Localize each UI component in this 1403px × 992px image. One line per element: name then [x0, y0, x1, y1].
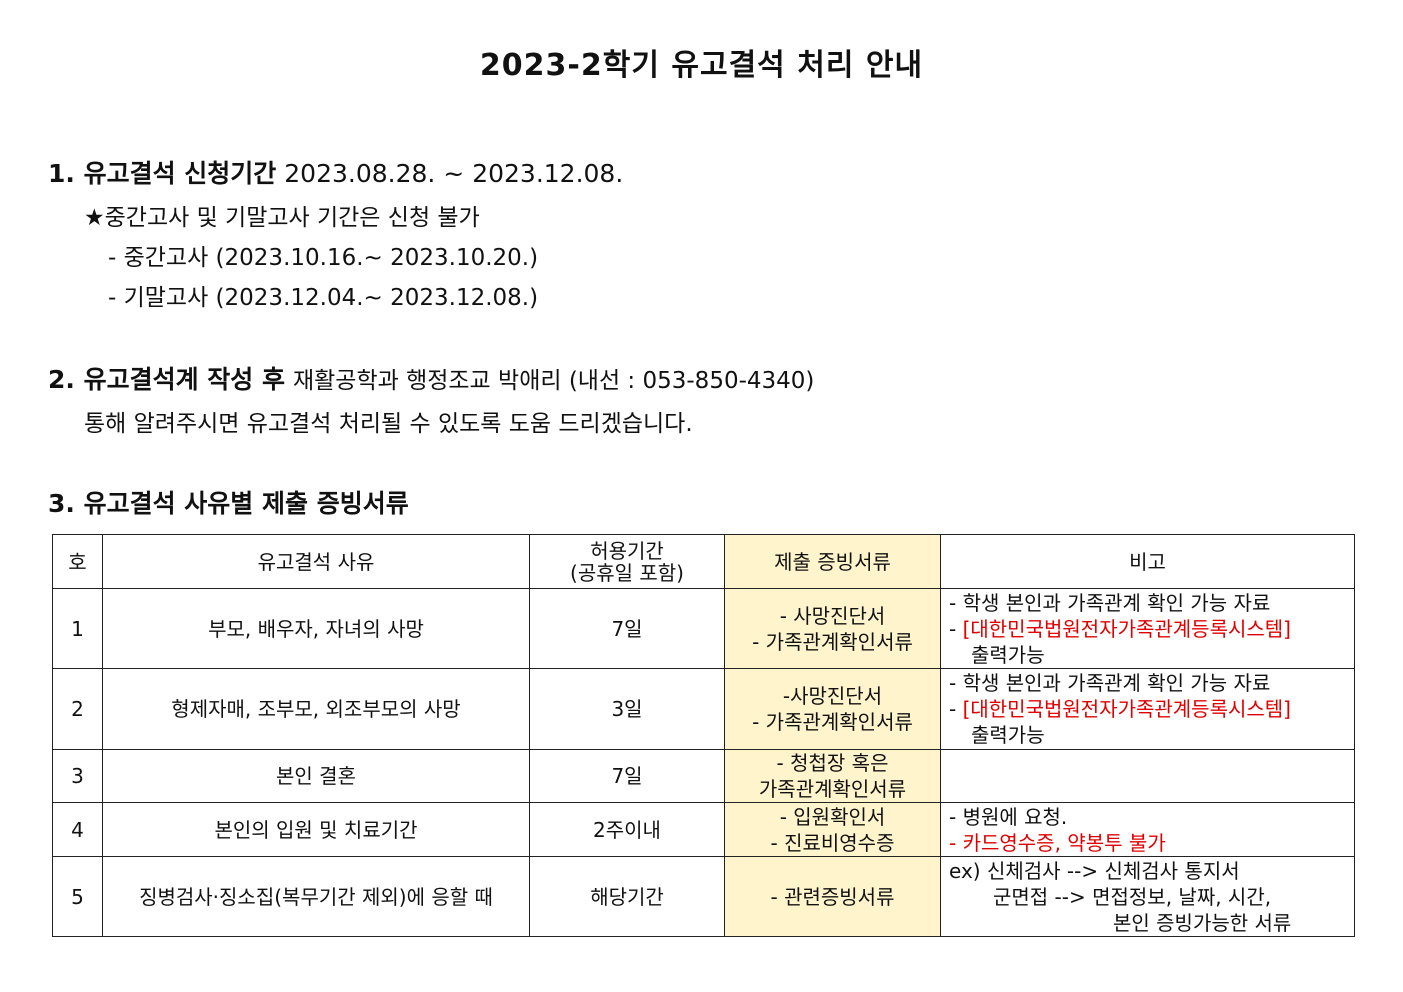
- row-days: 7일: [529, 749, 725, 803]
- doc-line: - 진료비영수증: [770, 830, 895, 855]
- table-row: 5 징병검사·징소집(복무기간 제외)에 응할 때 해당기간 - 관련증빙서류 …: [52, 856, 1355, 937]
- doc-line: - 입원확인서: [779, 804, 886, 829]
- row-docs: - 관련증빙서류: [724, 856, 941, 937]
- row-reason: 본인 결혼: [102, 749, 530, 803]
- header-period-1: 허용기간: [590, 538, 664, 563]
- note-dash: -: [949, 616, 963, 641]
- section1-heading-line: 1. 유고결석 신청기간 2023.08.28. ~ 2023.12.08.: [48, 154, 623, 190]
- row-reason: 형제자매, 조부모, 외조부모의 사망: [102, 668, 530, 750]
- note-warning: - 카드영수증, 약봉투 불가: [949, 830, 1166, 855]
- row-no: 2: [52, 668, 103, 750]
- note-line: 출력가능: [971, 642, 1045, 667]
- table-row: 2 형제자매, 조부모, 외조부모의 사망 3일 -사망진단서 - 가족관계확인서…: [52, 668, 1355, 750]
- note-line: 출력가능: [971, 723, 1045, 747]
- row-no: 4: [52, 802, 103, 857]
- row-docs: - 사망진단서 - 가족관계확인서류: [724, 588, 941, 669]
- doc-line: 가족관계확인서류: [758, 777, 907, 801]
- note-line: - 학생 본인과 가족관계 확인 가능 자료: [949, 671, 1271, 695]
- note-line: 군면접 --> 면접정보, 날짜, 시간,: [993, 884, 1272, 909]
- header-reason: 유고결석 사유: [102, 534, 530, 589]
- row-note: - 병원에 요청. - 카드영수증, 약봉투 불가: [940, 802, 1355, 857]
- row-note: - 학생 본인과 가족관계 확인 가능 자료 - [대한민국법원전자가족관계등록시…: [940, 588, 1355, 669]
- row-note: ex) 신체검사 --> 신체검사 통지서 군면접 --> 면접정보, 날짜, 시…: [940, 856, 1355, 937]
- final-period: - 기말고사 (2023.12.04.~ 2023.12.08.): [108, 285, 539, 311]
- doc-line: - 관련증빙서류: [770, 884, 895, 909]
- table-row: 3 본인 결혼 7일 - 청첩장 혹은 가족관계확인서류: [52, 749, 1355, 803]
- doc-line: - 사망진단서: [779, 603, 886, 628]
- section2-heading-line: 2. 유고결석계 작성 후 재활공학과 행정조교 박애리 (내선 : 053-8…: [48, 360, 814, 396]
- note-line: - 병원에 요청.: [949, 804, 1068, 829]
- row-no: 3: [52, 749, 103, 803]
- header-note: 비고: [940, 534, 1355, 589]
- doc-line: - 가족관계확인서류: [752, 629, 913, 654]
- note-line: ex) 신체검사 --> 신체검사 통지서: [949, 858, 1240, 883]
- page-title: 2023-2학기 유고결석 처리 안내: [479, 48, 924, 83]
- row-note: - 학생 본인과 가족관계 확인 가능 자료 - [대한민국법원전자가족관계등록시…: [940, 668, 1355, 750]
- documents-table: 호 유고결석 사유 허용기간 (공휴일 포함) 제출 증빙서류 비고 1 부모, …: [52, 534, 1355, 937]
- row-reason: 부모, 배우자, 자녀의 사망: [102, 588, 530, 669]
- contact-info: 재활공학과 행정조교 박애리 (내선 : 053-850-4340): [292, 368, 815, 394]
- note-system-link: [대한민국법원전자가족관계등록시스템]: [962, 697, 1291, 721]
- row-days: 해당기간: [529, 856, 725, 937]
- midterm-period: - 중간고사 (2023.10.16.~ 2023.10.20.): [108, 245, 539, 271]
- table-row: 4 본인의 입원 및 치료기간 2주이내 - 입원확인서 - 진료비영수증 - 병…: [52, 802, 1355, 857]
- doc-line: -사망진단서: [782, 684, 883, 708]
- row-docs: - 입원확인서 - 진료비영수증: [724, 802, 941, 857]
- header-docs: 제출 증빙서류: [724, 534, 941, 589]
- row-docs: - 청첩장 혹은 가족관계확인서류: [724, 749, 941, 803]
- table-row: 1 부모, 배우자, 자녀의 사망 7일 - 사망진단서 - 가족관계확인서류 -…: [52, 588, 1355, 669]
- row-reason: 징병검사·징소집(복무기간 제외)에 응할 때: [102, 856, 530, 937]
- note-dash: -: [949, 697, 963, 721]
- row-reason: 본인의 입원 및 치료기간: [102, 802, 530, 857]
- header-no: 호: [52, 534, 103, 589]
- section3-heading: 3. 유고결석 사유별 제출 증빙서류: [48, 489, 409, 518]
- application-period: 2023.08.28. ~ 2023.12.08.: [284, 159, 624, 188]
- row-days: 2주이내: [529, 802, 725, 857]
- row-note: [940, 749, 1355, 803]
- row-days: 3일: [529, 668, 725, 750]
- doc-line: - 청첩장 혹은: [776, 751, 889, 775]
- row-no: 5: [52, 856, 103, 937]
- doc-line: - 가족관계확인서류: [752, 710, 913, 734]
- note-line: - 학생 본인과 가족관계 확인 가능 자료: [949, 590, 1271, 615]
- section1-heading: 1. 유고결석 신청기간: [48, 159, 277, 188]
- header-period: 허용기간 (공휴일 포함): [529, 534, 725, 589]
- row-no: 1: [52, 588, 103, 669]
- section2-heading: 2. 유고결석계 작성 후: [48, 365, 286, 394]
- exam-note: ★중간고사 및 기말고사 기간은 신청 불가: [84, 205, 480, 231]
- note-system-link: [대한민국법원전자가족관계등록시스템]: [962, 616, 1291, 641]
- row-docs: -사망진단서 - 가족관계확인서류: [724, 668, 941, 750]
- row-days: 7일: [529, 588, 725, 669]
- section2-line2: 통해 알려주시면 유고결석 처리될 수 있도록 도움 드리겠습니다.: [84, 411, 693, 437]
- table-header-row: 호 유고결석 사유 허용기간 (공휴일 포함) 제출 증빙서류 비고: [52, 534, 1355, 589]
- note-line: 본인 증빙가능한 서류: [1113, 910, 1292, 935]
- header-period-2: (공휴일 포함): [570, 560, 684, 585]
